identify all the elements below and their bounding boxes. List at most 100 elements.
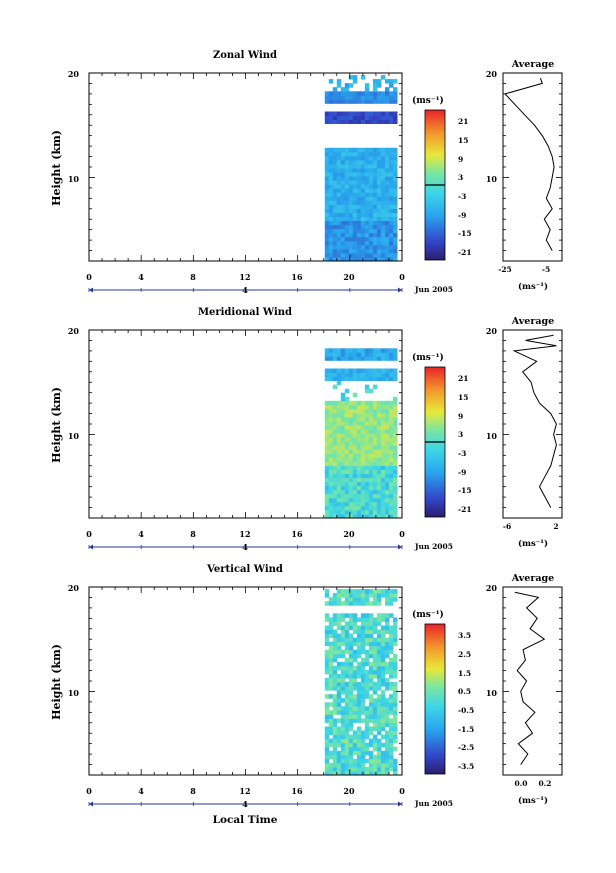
heatmap-cell — [368, 453, 374, 458]
heatmap-cell — [336, 665, 342, 671]
heatmap-cell — [356, 192, 362, 197]
heatmap-cell — [389, 421, 394, 426]
heatmap-cell — [340, 232, 346, 238]
date-axis-left-arrow — [89, 287, 93, 293]
heatmap-cell — [389, 465, 394, 470]
heatmap-cell — [368, 196, 374, 201]
heatmap-cell — [372, 236, 378, 242]
heatmap-cell — [344, 83, 350, 88]
heatmap-cell — [348, 501, 354, 507]
heatmap-cell — [344, 661, 350, 667]
heatmap-cell — [380, 376, 386, 381]
heatmap-cell — [352, 111, 358, 116]
heatmap-cell — [336, 758, 342, 764]
heatmap-cell — [344, 164, 350, 169]
heatmap-cell — [324, 730, 330, 735]
heatmap-cell — [352, 477, 358, 483]
heatmap-cell — [344, 400, 350, 406]
heatmap-cell — [393, 706, 398, 711]
heatmap-cell — [360, 408, 366, 414]
heatmap-cell — [336, 352, 342, 357]
heatmap-cell — [389, 425, 394, 430]
heatmap-cell — [352, 429, 358, 434]
heatmap-cell — [380, 645, 386, 651]
heatmap-cell — [393, 469, 398, 474]
heatmap-cell — [380, 220, 386, 226]
heatmap-cell — [380, 404, 386, 410]
heatmap-cell — [332, 746, 338, 752]
heatmap-cell — [360, 204, 366, 209]
heatmap-cell — [393, 629, 398, 634]
heatmap-cell — [352, 172, 358, 177]
heatmap-cell — [376, 742, 382, 748]
heatmap-cell — [389, 404, 394, 410]
heatmap-cell — [389, 481, 394, 487]
heatmap-cell — [368, 485, 374, 491]
heatmap-cell — [324, 461, 330, 466]
heatmap-cell — [372, 657, 378, 663]
heatmap-cell — [360, 694, 366, 699]
heatmap-cell — [360, 617, 366, 622]
heatmap-cell — [340, 481, 346, 487]
heatmap-cell — [393, 248, 398, 254]
heatmap-cell — [336, 694, 342, 699]
heatmap-cell — [328, 601, 334, 606]
heatmap-cell — [356, 629, 362, 634]
average-panel: Average 20 10 -25 -5 (ms⁻¹) — [486, 59, 563, 292]
x-tick-label: 0 — [399, 786, 405, 796]
heatmap-cell — [372, 485, 378, 491]
heatmap-cell — [340, 425, 346, 430]
heatmap-cell — [336, 164, 342, 169]
heatmap-cell — [360, 220, 366, 226]
heatmap-cell — [344, 734, 350, 740]
average-title: Average — [511, 316, 554, 327]
heatmap-cell — [336, 115, 342, 120]
heatmap-cell — [332, 665, 338, 671]
heatmap-cell — [393, 404, 398, 410]
heatmap-cell — [376, 682, 382, 687]
heatmap-cell — [344, 155, 350, 161]
heatmap-cell — [389, 669, 394, 675]
heatmap-cell — [336, 252, 342, 258]
heatmap-cell — [360, 421, 366, 426]
heatmap-cell — [368, 164, 374, 169]
heatmap-cell — [372, 400, 378, 406]
heatmap-cell — [368, 730, 374, 735]
heatmap-cell — [324, 257, 330, 262]
heatmap-cell — [340, 665, 346, 671]
heatmap-cell — [352, 160, 358, 165]
heatmap-cell — [393, 501, 398, 507]
heatmap-cell — [348, 653, 354, 659]
heatmap-cell — [372, 429, 378, 434]
heatmap-cell — [372, 621, 378, 626]
heatmap-cell — [364, 706, 370, 711]
heatmap-cell — [344, 593, 350, 598]
heatmap-cell — [372, 601, 378, 606]
heatmap-cell — [364, 714, 370, 719]
average-x-label: (ms⁻¹) — [518, 281, 548, 292]
heatmap-cell — [356, 726, 362, 731]
heatmap-cell — [340, 730, 346, 735]
heatmap-cell — [368, 758, 374, 764]
heatmap-cell — [389, 111, 394, 116]
heatmap-cell — [364, 87, 370, 92]
heatmap-cell — [385, 368, 390, 373]
heatmap-cell — [352, 461, 358, 466]
heatmap-cell — [393, 216, 398, 221]
heatmap-cell — [348, 698, 354, 703]
heatmap-cell — [364, 497, 370, 503]
heatmap-cell — [340, 766, 346, 772]
heatmap-cell — [332, 706, 338, 711]
x-tick-label: 8 — [190, 272, 196, 282]
heatmap-cell — [372, 257, 378, 262]
heatmap-cell — [368, 421, 374, 426]
heatmap-cell — [368, 429, 374, 434]
heatmap-cell — [356, 505, 362, 511]
heatmap-cell — [344, 674, 350, 679]
heatmap-cell — [356, 257, 362, 262]
heatmap-cell — [360, 669, 366, 675]
heatmap-cell — [324, 657, 330, 663]
heatmap-cell — [368, 589, 374, 594]
heatmap-cell — [336, 637, 342, 643]
heatmap-cell — [385, 352, 390, 357]
